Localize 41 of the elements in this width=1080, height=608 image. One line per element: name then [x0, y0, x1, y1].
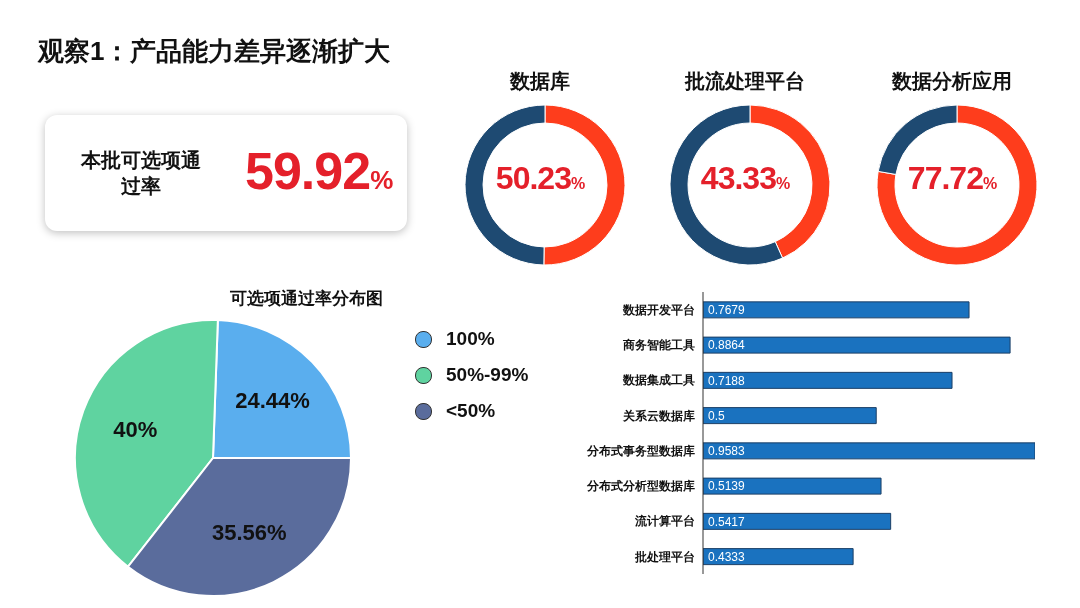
chart-title: 数据分析应用 [891, 69, 1013, 94]
bar [703, 442, 1035, 460]
y-tick-label: 分布式事务型数据库 [586, 443, 695, 458]
bar [703, 301, 970, 319]
data-label: 0.5139 [708, 479, 746, 494]
data-label: 0.5417 [708, 514, 746, 529]
text: 观察1：产品能力差异逐渐扩大 [38, 35, 391, 68]
legend-label: 50%-99% [445, 363, 529, 387]
data-label: 0.7679 [708, 303, 746, 318]
y-tick-label: 关系云数据库 [622, 408, 695, 423]
y-tick-label: 批处理平台 [634, 549, 695, 564]
text: 43.33% [700, 160, 790, 196]
data-label: 0.8864 [708, 338, 746, 353]
legend-label: 100% [445, 327, 496, 351]
bar [703, 371, 953, 389]
y-tick-label: 数据集成工具 [622, 373, 695, 388]
text: 77.72% [907, 160, 997, 196]
data-label: 40% [113, 417, 158, 443]
text: 59.92% [245, 142, 393, 200]
bar [703, 512, 892, 530]
text: 本批可选项通过率 [81, 148, 201, 199]
y-tick-label: 分布式分析型数据库 [586, 479, 695, 494]
chart-title: 批流处理平台 [683, 69, 806, 94]
data-label: 35.56% [211, 519, 287, 545]
data-label: 0.7188 [708, 373, 746, 388]
chart-title: 可选项通过率分布图 [230, 288, 383, 310]
y-tick-label: 商务智能工具 [622, 338, 695, 353]
legend-label: <50% [445, 399, 497, 423]
bar [703, 336, 1011, 354]
bar [703, 548, 854, 566]
data-label: 0.5 [708, 408, 726, 423]
data-label: 0.4333 [708, 549, 746, 564]
y-tick-label: 数据开发平台 [622, 302, 695, 317]
bar [703, 407, 877, 425]
data-label: 24.44% [235, 387, 310, 413]
bar [703, 477, 882, 495]
y-tick-label: 流计算平台 [634, 514, 695, 529]
donut-slice [876, 104, 1038, 266]
data-label: 0.9583 [708, 444, 746, 459]
text: 50.23% [495, 160, 585, 196]
chart-title: 数据库 [509, 69, 571, 94]
